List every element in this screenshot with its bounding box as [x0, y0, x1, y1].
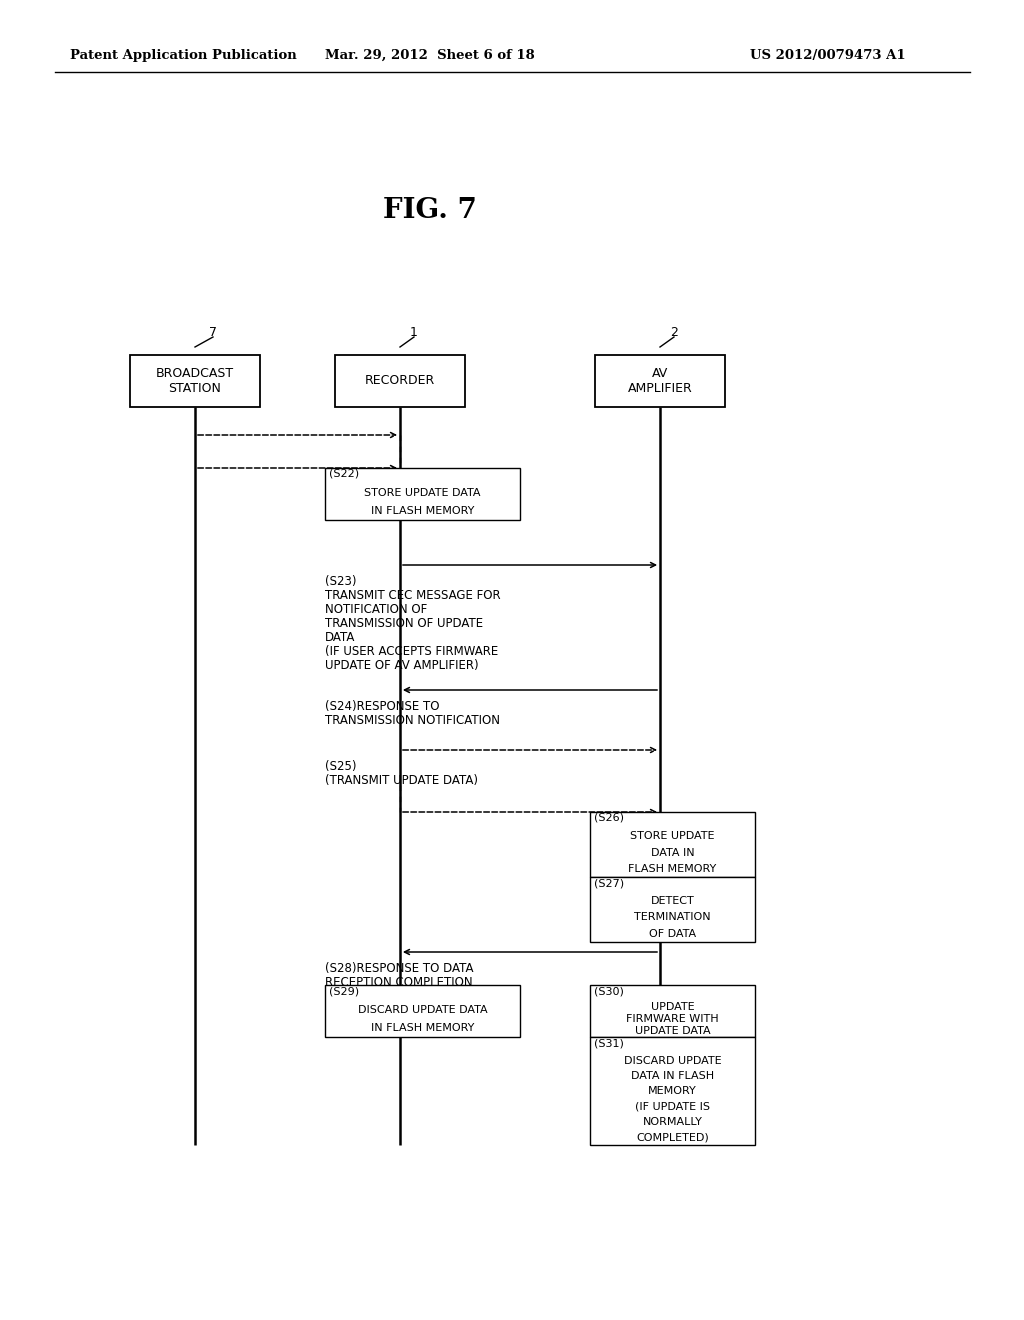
Text: FIG. 7: FIG. 7 [383, 197, 477, 223]
Bar [130, 355, 260, 407]
Bar [590, 1038, 755, 1144]
Text: (IF USER ACCEPTS FIRMWARE: (IF USER ACCEPTS FIRMWARE [325, 645, 499, 657]
Text: TRANSMISSION NOTIFICATION: TRANSMISSION NOTIFICATION [325, 714, 500, 727]
Text: DATA: DATA [325, 631, 355, 644]
Bar [590, 812, 755, 876]
Text: IN FLASH MEMORY: IN FLASH MEMORY [371, 1023, 474, 1034]
Text: STORE UPDATE DATA: STORE UPDATE DATA [365, 488, 480, 498]
Text: IN FLASH MEMORY: IN FLASH MEMORY [371, 506, 474, 516]
Text: DATA IN FLASH: DATA IN FLASH [631, 1071, 714, 1081]
Text: NORMALLY: NORMALLY [643, 1117, 702, 1127]
Bar [590, 985, 755, 1038]
Text: DISCARD UPDATE DATA: DISCARD UPDATE DATA [357, 1005, 487, 1015]
Bar [325, 469, 520, 520]
Text: (S25): (S25) [325, 760, 356, 774]
Bar [590, 876, 755, 942]
Text: (S31): (S31) [594, 1038, 624, 1048]
Text: TRANSMIT CEC MESSAGE FOR: TRANSMIT CEC MESSAGE FOR [325, 589, 501, 602]
Text: 2: 2 [670, 326, 678, 339]
Text: UPDATE DATA: UPDATE DATA [635, 1026, 711, 1036]
Text: OF DATA: OF DATA [649, 929, 696, 939]
Text: RECORDER: RECORDER [365, 375, 435, 388]
Text: DISCARD UPDATE: DISCARD UPDATE [624, 1056, 721, 1065]
Text: UPDATE: UPDATE [650, 1002, 694, 1012]
Text: FLASH MEMORY: FLASH MEMORY [629, 863, 717, 874]
Text: (S24)RESPONSE TO: (S24)RESPONSE TO [325, 700, 439, 713]
Text: RECEPTION COMPLETION: RECEPTION COMPLETION [325, 975, 473, 989]
Text: (S23): (S23) [325, 576, 356, 587]
Text: 7: 7 [209, 326, 217, 339]
Text: FIRMWARE WITH: FIRMWARE WITH [627, 1014, 719, 1024]
Text: 1: 1 [410, 326, 418, 339]
Text: (TRANSMIT UPDATE DATA): (TRANSMIT UPDATE DATA) [325, 774, 478, 787]
Bar [335, 355, 465, 407]
Text: COMPLETED): COMPLETED) [636, 1133, 709, 1142]
Text: DETECT: DETECT [650, 896, 694, 906]
Text: (S29): (S29) [329, 986, 359, 997]
Text: TERMINATION: TERMINATION [634, 912, 711, 923]
Text: (S28)RESPONSE TO DATA: (S28)RESPONSE TO DATA [325, 962, 473, 975]
Text: MEMORY: MEMORY [648, 1086, 697, 1097]
Text: (IF UPDATE IS: (IF UPDATE IS [635, 1102, 710, 1111]
Text: AV
AMPLIFIER: AV AMPLIFIER [628, 367, 692, 395]
Bar [325, 985, 520, 1038]
Text: DATA IN: DATA IN [650, 847, 694, 858]
Text: (S22): (S22) [329, 469, 359, 479]
Text: Patent Application Publication: Patent Application Publication [70, 49, 297, 62]
Text: Mar. 29, 2012  Sheet 6 of 18: Mar. 29, 2012 Sheet 6 of 18 [326, 49, 535, 62]
Text: TRANSMISSION OF UPDATE: TRANSMISSION OF UPDATE [325, 616, 483, 630]
Bar [595, 355, 725, 407]
Text: NOTIFICATION OF: NOTIFICATION OF [325, 603, 427, 616]
Text: (S26): (S26) [594, 813, 624, 822]
Text: UPDATE OF AV AMPLIFIER): UPDATE OF AV AMPLIFIER) [325, 659, 478, 672]
Text: (S27): (S27) [594, 878, 624, 888]
Text: STORE UPDATE: STORE UPDATE [630, 832, 715, 841]
Text: US 2012/0079473 A1: US 2012/0079473 A1 [750, 49, 905, 62]
Text: (S30): (S30) [594, 986, 624, 997]
Text: BROADCAST
STATION: BROADCAST STATION [156, 367, 234, 395]
